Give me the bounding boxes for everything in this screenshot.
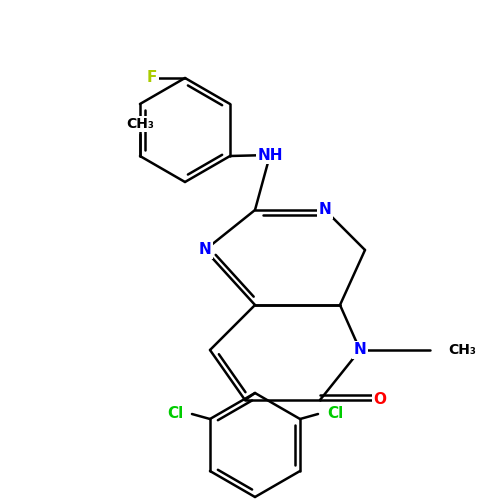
Text: Cl: Cl bbox=[327, 406, 343, 422]
Text: NH: NH bbox=[257, 148, 283, 162]
Text: Cl: Cl bbox=[167, 406, 183, 422]
Text: CH₃: CH₃ bbox=[126, 117, 154, 131]
Text: N: N bbox=[354, 342, 366, 357]
Text: O: O bbox=[374, 392, 386, 407]
Text: CH₃: CH₃ bbox=[448, 343, 476, 357]
Text: N: N bbox=[198, 242, 211, 258]
Text: F: F bbox=[147, 70, 157, 86]
Text: N: N bbox=[318, 202, 332, 218]
